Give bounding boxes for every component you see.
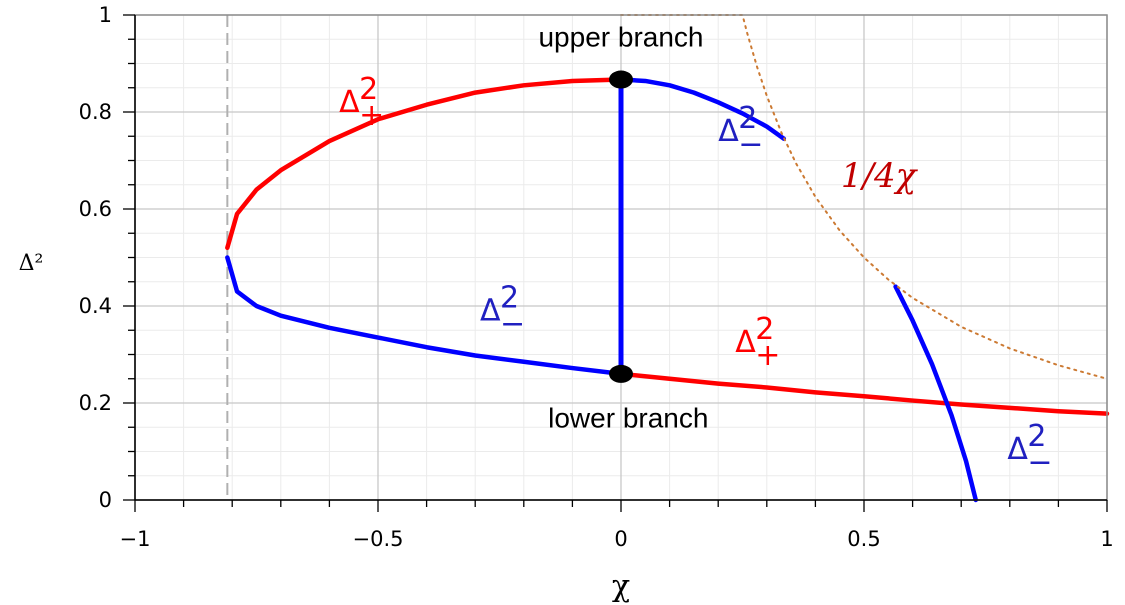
annotation-recip: 1/4χ [841, 156, 919, 196]
x-tick-label: −0.5 [353, 527, 404, 551]
annotation-upper: upper branch [538, 22, 703, 53]
series-label: Δ 2− [480, 281, 525, 342]
series-label-sub: − [1027, 445, 1052, 480]
series-line-lower-left [225, 255, 624, 377]
series-layer [225, 14, 1110, 503]
series-label-base: Δ [339, 85, 360, 120]
series-label-base: Δ [718, 114, 739, 149]
series-label-sub: + [755, 338, 780, 373]
x-axis-title: χ [612, 569, 630, 604]
x-tick-label: 0.5 [847, 527, 880, 551]
y-axis-title: Δ² [19, 251, 44, 276]
series-label-sup: 2 [500, 281, 519, 316]
x-tick-label: 1 [1100, 527, 1113, 551]
series-label-sub: − [738, 127, 763, 162]
series-label-sub: + [359, 98, 384, 133]
series-label-sup: 2 [755, 312, 774, 347]
series-label: Δ 2+ [339, 72, 384, 133]
marker-layer [609, 70, 633, 383]
tick-labels: −1 −0.5 0 0.5 1 0 0.2 0.4 0.6 0.8 1 [79, 3, 1114, 551]
y-tick-label: 0.2 [79, 391, 112, 415]
annotation-lower: lower branch [548, 402, 708, 433]
y-tick-label: 0.8 [79, 100, 112, 124]
x-tick-label: −1 [120, 527, 151, 551]
series-line-lower-right [618, 371, 1110, 416]
series-label: Δ 2− [718, 101, 763, 162]
y-tick-label: 0.4 [79, 294, 112, 318]
series-label: Δ 2+ [735, 312, 780, 373]
series-label-base: Δ [480, 294, 501, 329]
y-tick-label: 1 [99, 3, 112, 27]
series-label: Δ 2− [1007, 419, 1052, 480]
series-label-sup: 2 [1027, 419, 1046, 454]
branch-point-marker [609, 70, 633, 89]
series-label-sup: 2 [359, 72, 378, 107]
y-tick-label: 0 [99, 488, 112, 512]
series-line-upper-right [618, 77, 787, 141]
series-label-sup: 2 [738, 101, 757, 136]
series-label-base: Δ [1007, 432, 1028, 467]
series-line-upper-left [225, 77, 624, 251]
plot-frame [123, 14, 1108, 512]
series-line-falling-branch [893, 284, 979, 503]
series-label-sub: − [500, 307, 525, 342]
branch-point-marker [609, 364, 633, 383]
series-label-base: Δ [735, 325, 756, 360]
y-tick-label: 0.6 [79, 197, 112, 221]
x-tick-label: 0 [614, 527, 627, 551]
